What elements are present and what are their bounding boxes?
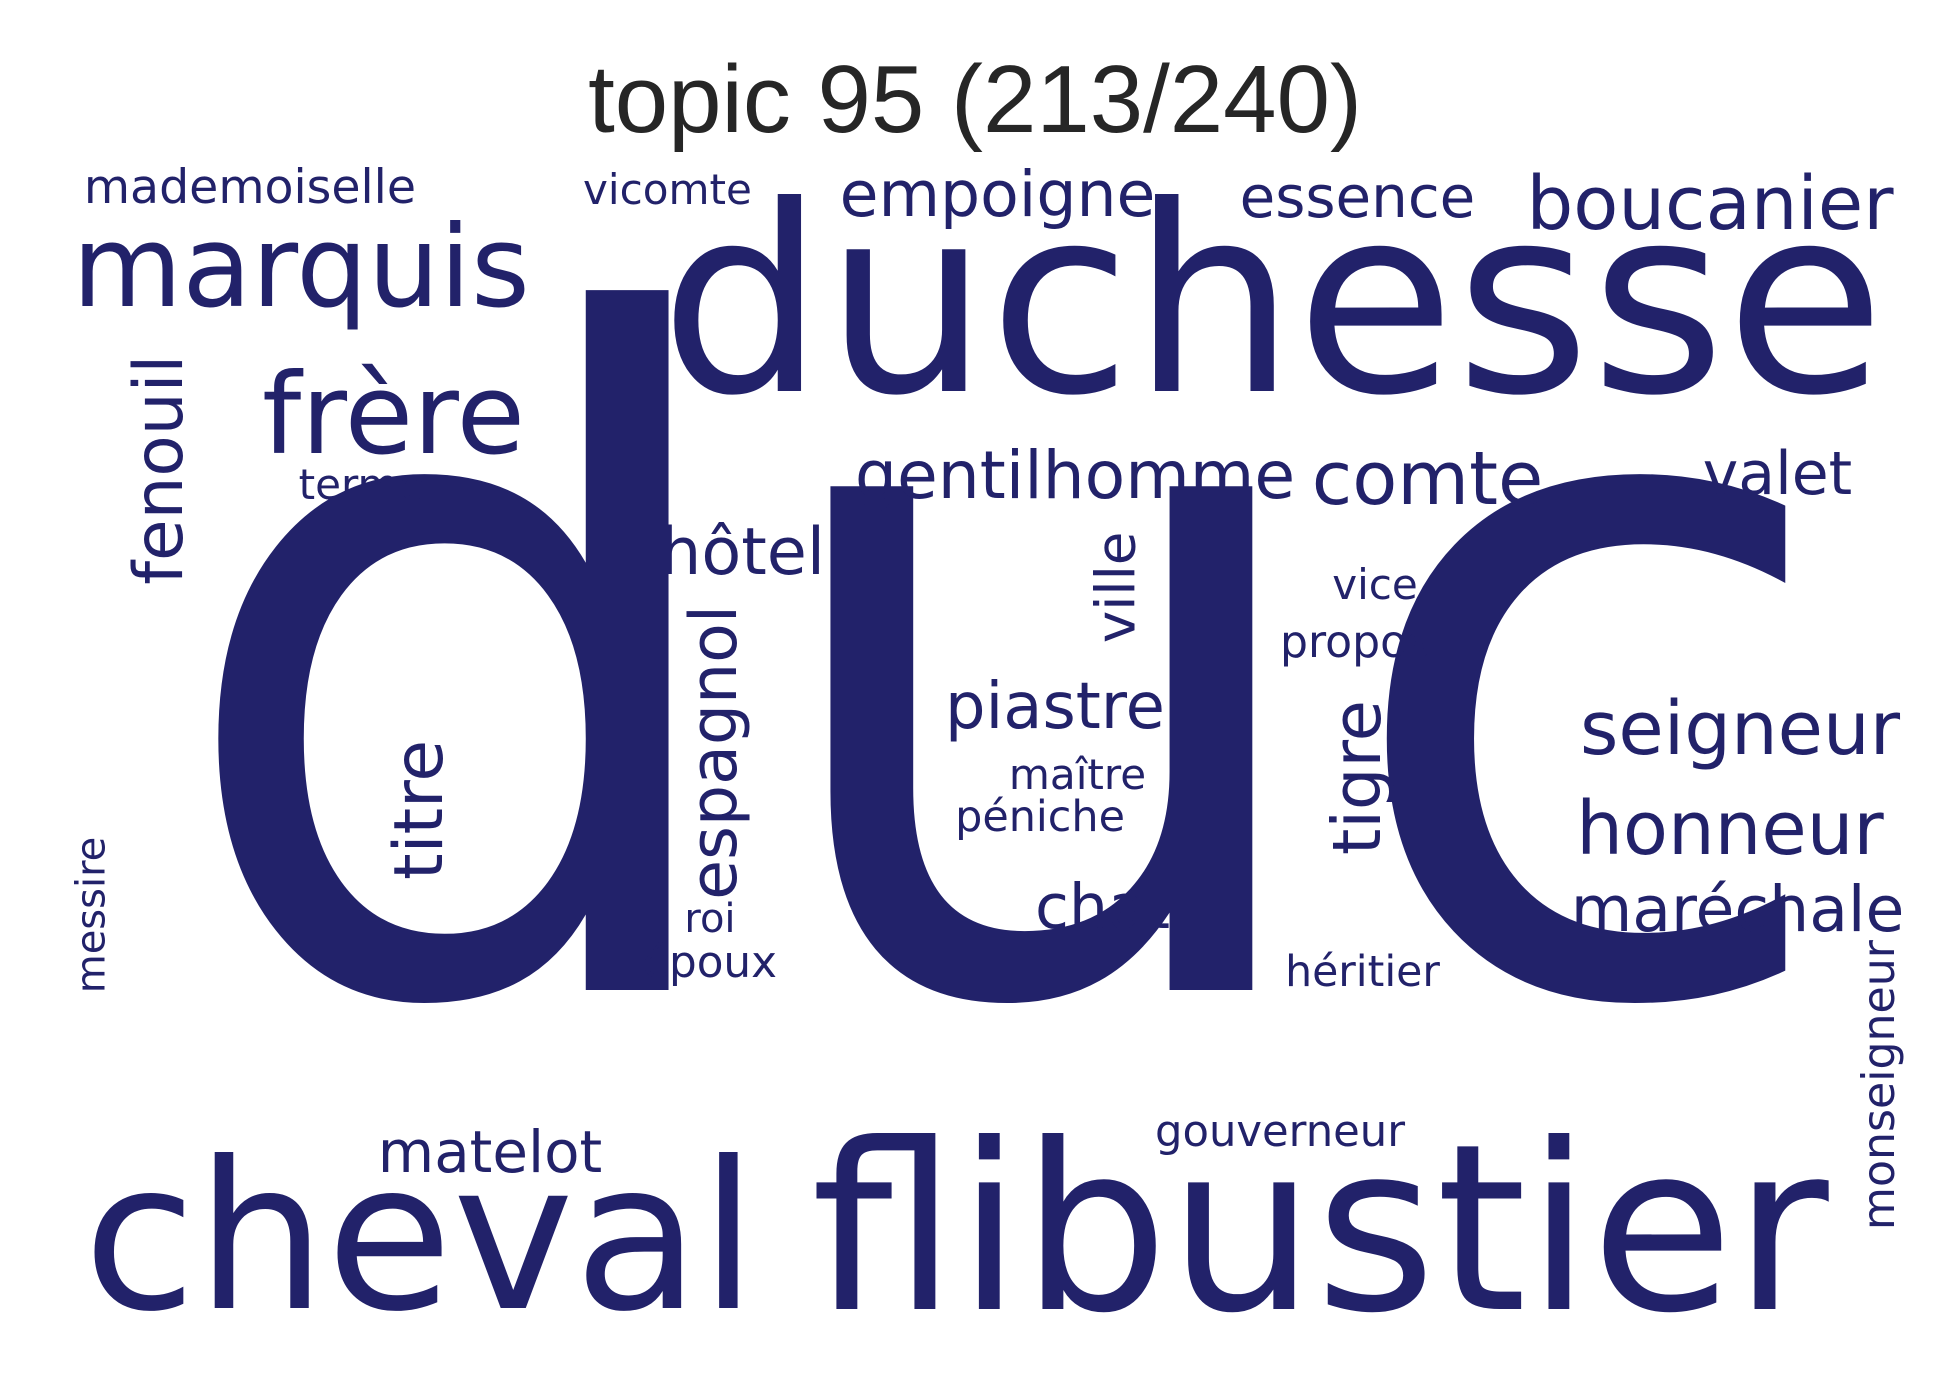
word-cloud-title: topic 95 (213/240): [588, 46, 1362, 153]
word-maitre: maître: [1008, 750, 1147, 799]
word-boucanier: boucanier: [1526, 162, 1894, 248]
word-valet: valet: [1702, 438, 1853, 509]
word-vice: vice: [1332, 560, 1418, 609]
word-flibustier: flibustier: [811, 1094, 1829, 1365]
word-duchesse: duchesse: [660, 150, 1886, 453]
word-terme: terme: [298, 460, 425, 509]
word-tigre: tigre: [1317, 700, 1396, 856]
word-duc: duc: [167, 136, 1843, 1208]
word-frere: frère: [262, 351, 525, 481]
word-peniche: péniche: [955, 792, 1125, 842]
word-mademoiselle: mademoiselle: [83, 159, 416, 215]
word-cheval: cheval: [83, 1117, 757, 1357]
word-matelot: matelot: [377, 1117, 603, 1186]
word-comte: comte: [1311, 437, 1544, 523]
word-essence: essence: [1239, 162, 1476, 231]
word-fenouil: fenouil: [118, 354, 198, 585]
word-espagnol: espagnol: [676, 605, 752, 900]
word-messire: messire: [67, 836, 114, 994]
word-epoux: époux: [642, 936, 777, 988]
word-monseigneur: monseigneur: [1853, 940, 1905, 1230]
word-piastre: piastre: [945, 669, 1165, 744]
word-empoigne: empoigne: [839, 157, 1156, 232]
word-ville: ville: [1083, 531, 1148, 644]
word-heritier: héritier: [1285, 947, 1440, 998]
word-seigneur: seigneur: [1580, 687, 1901, 773]
word-hotel: hôtel: [660, 513, 825, 590]
word-titre: titre: [379, 739, 459, 881]
word-gouverneur: gouverneur: [1155, 1106, 1406, 1157]
word-roi: roi: [684, 896, 736, 942]
word-propos: propos: [1280, 616, 1431, 668]
word-marechale: maréchale: [1570, 872, 1905, 947]
word-honneur: honneur: [1576, 787, 1884, 873]
word-vicomte: vicomte: [583, 165, 752, 214]
word-gentilhomme: gentilhomme: [854, 435, 1296, 514]
word-chat: chat: [1035, 870, 1171, 943]
word-marquis: marquis: [72, 201, 530, 333]
